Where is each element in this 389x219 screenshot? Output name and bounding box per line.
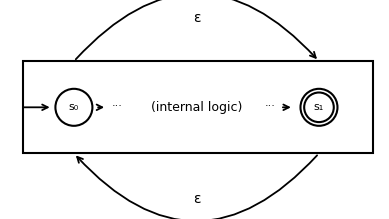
Text: (internal logic): (internal logic)	[151, 101, 242, 114]
Text: ε: ε	[193, 192, 200, 206]
Text: s₁: s₁	[314, 102, 324, 112]
Text: s₀: s₀	[69, 102, 79, 112]
Bar	[23, 61, 373, 153]
Text: ...: ...	[265, 98, 276, 108]
Ellipse shape	[304, 92, 334, 122]
Ellipse shape	[300, 89, 338, 126]
Text: ε: ε	[193, 11, 200, 25]
Text: ...: ...	[111, 98, 122, 108]
Ellipse shape	[55, 89, 93, 126]
